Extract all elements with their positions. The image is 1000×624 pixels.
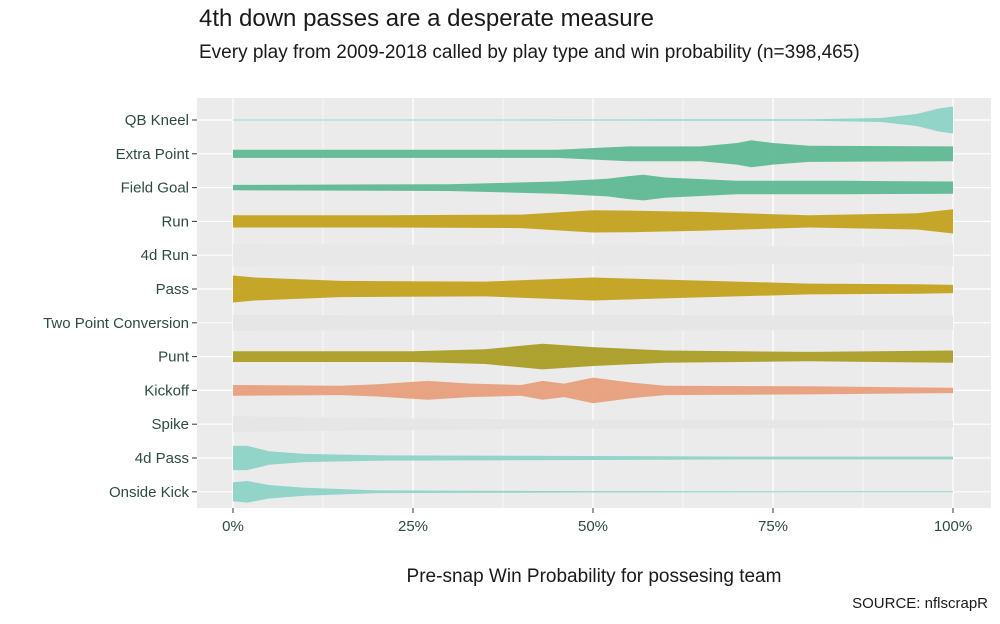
violin-run (233, 209, 953, 234)
x-tick-label: 0% (222, 518, 244, 535)
y-tick-label: Run (161, 213, 189, 230)
x-tick-label: 100% (934, 518, 972, 535)
violin-pass (233, 275, 953, 303)
violin-punt (233, 343, 953, 370)
violin-kickoff (233, 377, 953, 404)
x-tick-label: 25% (398, 518, 428, 535)
y-tick-label: Field Goal (121, 180, 189, 197)
y-tick-label: Kickoff (144, 382, 190, 399)
violin-extra-point (233, 140, 953, 168)
chart-subtitle: Every play from 2009-2018 called by play… (199, 42, 860, 63)
y-tick-label: Two Point Conversion (43, 315, 189, 332)
x-axis: 0% 25% 50% 75% 100% (222, 508, 972, 535)
y-tick-label: 4d Pass (135, 450, 189, 467)
y-tick-label: Pass (156, 281, 189, 298)
x-tick-label: 50% (578, 518, 608, 535)
y-tick-label: 4d Run (141, 247, 189, 264)
plot-panel (197, 98, 991, 508)
y-axis: QB Kneel Extra Point Field Goal Run 4d Run Pa… (43, 112, 197, 501)
y-tick-label: QB Kneel (125, 112, 189, 129)
y-tick-label: Spike (151, 416, 189, 433)
violin-4d-pass (233, 445, 953, 471)
x-axis-title: Pre-snap Win Probability for possesing t… (407, 566, 782, 587)
chart-title: 4th down passes are a desperate measure (199, 5, 654, 32)
violin-field-goal (233, 174, 953, 201)
source-note: SOURCE: nflscrapR (852, 595, 988, 612)
violin-onside-kick (233, 481, 953, 503)
violins (233, 106, 953, 503)
y-tick-label: Onside Kick (109, 484, 190, 501)
violin-4d-run (233, 243, 953, 267)
y-tick-label: Extra Point (116, 146, 190, 163)
violin-two-point-conversion (233, 314, 953, 331)
violin-qb-kneel (233, 106, 953, 134)
violin-spike (233, 416, 953, 433)
x-tick-label: 75% (758, 518, 788, 535)
y-tick-label: Punt (158, 349, 190, 366)
